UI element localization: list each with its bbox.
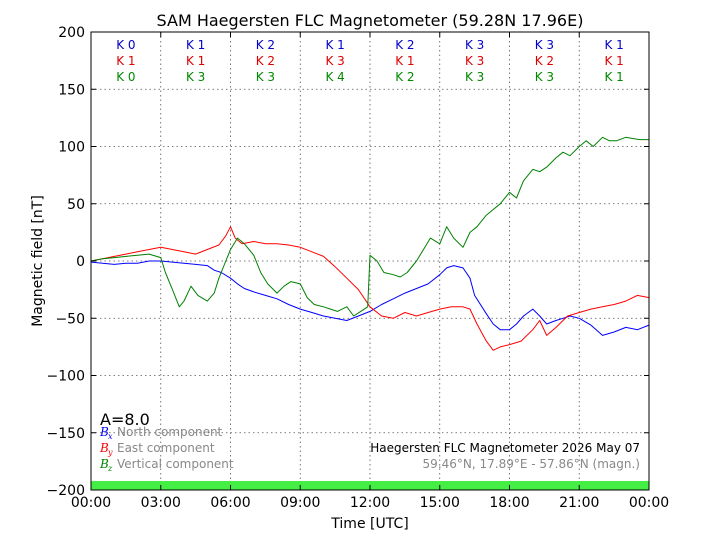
y-tick-label: 150: [58, 82, 85, 98]
coordinates-info: 59.46°N, 17.89°E - 57.86°N (magn.): [423, 457, 640, 471]
chart-title: SAM Haegersten FLC Magnetometer (59.28N …: [157, 11, 584, 30]
k-index-vertical: K 0: [116, 70, 135, 84]
legend-label: Vertical component: [117, 457, 234, 471]
k-index-vertical: K 4: [325, 70, 344, 84]
x-tick-label: 09:00: [280, 495, 320, 511]
k-index-vertical: K 1: [604, 70, 623, 84]
series-layer: [90, 136, 650, 351]
legend-symbol: B: [99, 441, 109, 455]
k-index-north: K 1: [604, 38, 623, 52]
y-tick-label: −150: [47, 426, 85, 442]
series-line-1: [90, 260, 650, 336]
legend-symbol: B: [99, 457, 109, 471]
k-index-east: K 1: [395, 54, 414, 68]
series-line-3: [90, 136, 649, 317]
k-index-north: K 2: [395, 38, 414, 52]
station-date-info: Haegersten FLC Magnetometer 2026 May 07: [370, 441, 640, 455]
grid-lines: [91, 32, 649, 490]
k-index-east: K 3: [465, 54, 484, 68]
x-tick-label: 18:00: [489, 495, 529, 511]
k-index-east: K 2: [535, 54, 554, 68]
legend-subscript: x: [108, 432, 113, 441]
legend-subscript: y: [107, 448, 113, 457]
x-tick-label: 12:00: [350, 495, 390, 511]
y-tick-label: −200: [47, 483, 85, 499]
k-index-east: K 1: [604, 54, 623, 68]
k-index-north: K 3: [535, 38, 554, 52]
series-line-2: [90, 226, 650, 351]
k-index-east: K 2: [256, 54, 275, 68]
y-tick-label: 0: [76, 254, 85, 270]
k-index-vertical: K 3: [465, 70, 484, 84]
k-index-vertical: K 3: [256, 70, 275, 84]
y-tick-label: 100: [58, 140, 85, 156]
x-tick-label: 00:00: [71, 495, 111, 511]
k-index-vertical: K 3: [535, 70, 554, 84]
x-tick-label: 15:00: [420, 495, 460, 511]
k-index-east: K 1: [186, 54, 205, 68]
a-index: A=8.0: [100, 410, 150, 429]
y-axis-label: Magnetic field [nT]: [30, 195, 46, 327]
x-tick-label: 21:00: [559, 495, 599, 511]
axis-ticks: 00:00 03:00 06:00 09:00 12:00 15:00 18:00 21:00…: [47, 25, 670, 511]
k-index-vertical: K 3: [186, 70, 205, 84]
legend-symbol: B: [99, 425, 109, 439]
k-index-north: K 0: [116, 38, 135, 52]
k-index-table: K 0 K 1 K 2 K 1 K 2 K 3 K 3 K 1 K 1 K 1 K 2 K 3 K 1 K…: [116, 38, 624, 84]
y-tick-label: 50: [67, 197, 85, 213]
y-tick-label: −100: [47, 369, 85, 385]
x-axis-label: Time [UTC]: [330, 516, 408, 532]
x-tick-label: 00:00: [629, 495, 669, 511]
legend-label: North component: [117, 425, 223, 439]
k-index-north: K 2: [256, 38, 275, 52]
legend-label: East component: [117, 441, 215, 455]
k-index-vertical: K 2: [395, 70, 414, 84]
k-index-north: K 1: [186, 38, 205, 52]
k-index-north: K 1: [325, 38, 344, 52]
legend-subscript: z: [107, 464, 113, 473]
k-index-east: K 1: [116, 54, 135, 68]
x-tick-label: 03:00: [141, 495, 181, 511]
y-tick-label: 200: [58, 25, 85, 41]
y-tick-label: −50: [55, 311, 85, 327]
k-index-north: K 3: [465, 38, 484, 52]
k-index-east: K 3: [325, 54, 344, 68]
x-tick-label: 06:00: [210, 495, 250, 511]
